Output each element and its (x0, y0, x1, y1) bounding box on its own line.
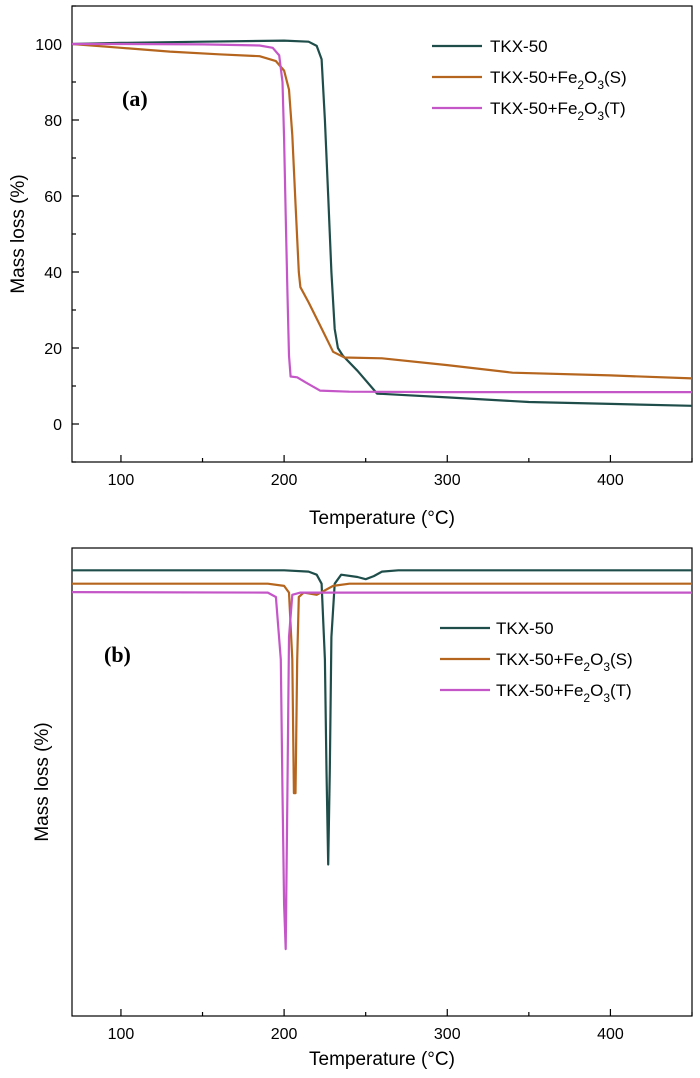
y-axis-title: Mass loss (%) (8, 174, 29, 293)
x-tick-label: 300 (434, 472, 461, 489)
x-tick-label: 200 (271, 472, 298, 489)
series-line-1 (72, 582, 692, 795)
x-tick-label: 300 (434, 1026, 461, 1043)
series-line-1 (72, 42, 692, 380)
y-tick-label: 20 (44, 341, 62, 358)
y-tick-label: 40 (44, 265, 62, 282)
legend-label-0: TKX-50 (490, 37, 548, 56)
series-line-0 (72, 39, 692, 407)
y-tick-label: 60 (44, 189, 62, 206)
x-axis-title: Temperature (°C) (309, 508, 455, 529)
y-tick-label: 0 (53, 417, 62, 434)
series-line-2 (72, 42, 692, 394)
y-tick-label: 100 (35, 37, 62, 54)
series-line-0 (72, 569, 692, 866)
x-tick-label: 400 (597, 472, 624, 489)
legend-label-0: TKX-50 (496, 619, 554, 638)
legend-label-1: TKX-50+Fe2O3(S) (496, 650, 633, 674)
plot-frame (71, 547, 693, 1017)
panel-label: (a) (122, 86, 148, 111)
x-tick-label: 200 (271, 1026, 298, 1043)
x-tick-label: 100 (108, 1026, 135, 1043)
panel-label: (b) (104, 642, 131, 667)
legend-label-2: TKX-50+Fe2O3(T) (496, 681, 632, 705)
chart-panel-1: 100 200 300 400 Temperature (°C) Mass loss (%… (32, 547, 693, 1070)
x-axis-title: Temperature (°C) (309, 1049, 455, 1070)
chart-panel-0: 100 200 300 400 0 20 40 60 80 100 Temperature (°C)… (8, 5, 693, 529)
y-axis-title: Mass loss (%) (32, 722, 53, 841)
legend-label-2: TKX-50+Fe2O3(T) (490, 99, 626, 123)
legend-label-1: TKX-50+Fe2O3(S) (490, 68, 627, 92)
x-tick-label: 400 (597, 1026, 624, 1043)
y-tick-label: 80 (44, 113, 62, 130)
x-tick-label: 100 (108, 472, 135, 489)
series-line-2 (72, 591, 692, 951)
